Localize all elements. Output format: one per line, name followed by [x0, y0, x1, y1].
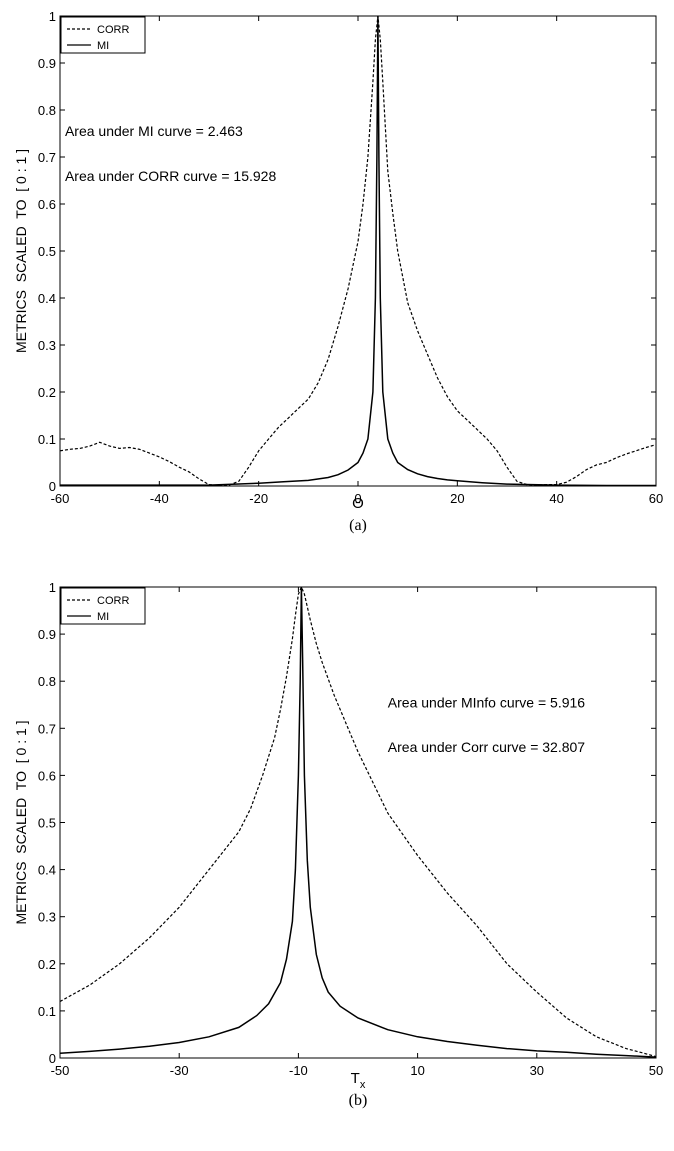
series-line-mi	[59, 586, 657, 1058]
x-axis-label-main: Θ	[352, 495, 364, 512]
y-tick-label: 0.8	[38, 674, 56, 689]
y-tick-label: 0.6	[38, 197, 56, 212]
x-tick-label: -60	[51, 491, 70, 506]
x-tick-label: 40	[549, 491, 563, 506]
x-tick-label: 10	[410, 1063, 424, 1078]
y-tick-label: 0.1	[38, 432, 56, 447]
y-tick-label: 0.8	[38, 103, 56, 118]
chart-a: 0 0.1 0.2 0.3 0.4 0.5 0.6 0.7 0.8 0.9 1 -60 -40 -20 0 2…	[13, 9, 663, 534]
y-tick-label: 1	[49, 9, 56, 24]
y-tick-label: 0.2	[38, 957, 56, 972]
plot-frame	[59, 15, 657, 487]
y-tick-label: 0.6	[38, 768, 56, 783]
panel-caption: (b)	[349, 1092, 368, 1109]
area-annotation: Area under MInfo curve = 5.916	[388, 694, 585, 710]
y-tick-label: 1	[49, 580, 56, 595]
series-line-corr	[59, 15, 657, 487]
y-tick-label: 0.4	[38, 863, 56, 878]
x-tick-label: 50	[649, 1063, 663, 1078]
series-line-corr	[59, 585, 657, 1058]
y-tick-label: 0.7	[38, 721, 56, 736]
x-axis-label: Θ	[352, 495, 364, 512]
legend-label-mi: MI	[97, 40, 109, 52]
x-tick-label: -20	[249, 491, 268, 506]
x-tick-label: -30	[170, 1063, 189, 1078]
x-axis-label-subscript: x	[360, 1079, 366, 1091]
x-tick-label: 30	[530, 1063, 544, 1078]
x-axis-label: Tx	[351, 1070, 366, 1091]
y-tick-label: 0.9	[38, 627, 56, 642]
y-tick-label: 0.5	[38, 816, 56, 831]
legend-box	[60, 587, 146, 625]
y-tick-label: 0.3	[38, 910, 56, 925]
x-tick-label: 0	[354, 491, 361, 506]
series-line-mi	[60, 15, 656, 487]
x-tick-label: 20	[450, 491, 464, 506]
y-tick-label: 0.5	[38, 244, 56, 259]
y-axis-label: METRICS SCALED TO [ 0 : 1 ]	[13, 720, 29, 924]
y-tick-label: 0.3	[38, 338, 56, 353]
x-axis-label-main: T	[351, 1070, 360, 1087]
x-tick-label: 60	[649, 491, 663, 506]
y-tick-label: 0	[49, 1051, 56, 1066]
area-annotation: Area under CORR curve = 15.928	[65, 168, 276, 184]
y-tick-label: 0.1	[38, 1004, 56, 1019]
x-tick-label: -10	[289, 1063, 308, 1078]
y-axis-label: METRICS SCALED TO [ 0 : 1 ]	[13, 149, 29, 353]
y-tick-label: 0.7	[38, 150, 56, 165]
legend-box	[60, 16, 146, 54]
y-tick-label: 0.4	[38, 291, 56, 306]
legend-label-corr: CORR	[97, 595, 129, 607]
panel-caption: (a)	[349, 517, 367, 534]
legend-label-corr: CORR	[97, 24, 129, 36]
x-tick-label: -40	[150, 491, 169, 506]
area-annotation: Area under MI curve = 2.463	[65, 123, 243, 139]
y-tick-label: 0.2	[38, 385, 56, 400]
legend-label-mi: MI	[97, 611, 109, 623]
x-tick-label: -50	[51, 1063, 70, 1078]
chart-b: 0 0.1 0.2 0.3 0.4 0.5 0.6 0.7 0.8 0.9 1 -50 -30 -10 10…	[13, 580, 663, 1109]
y-tick-label: 0.9	[38, 56, 56, 71]
y-tick-label: 0	[49, 479, 56, 494]
area-annotation: Area under Corr curve = 32.807	[388, 739, 585, 755]
plot-frame	[59, 586, 657, 1059]
